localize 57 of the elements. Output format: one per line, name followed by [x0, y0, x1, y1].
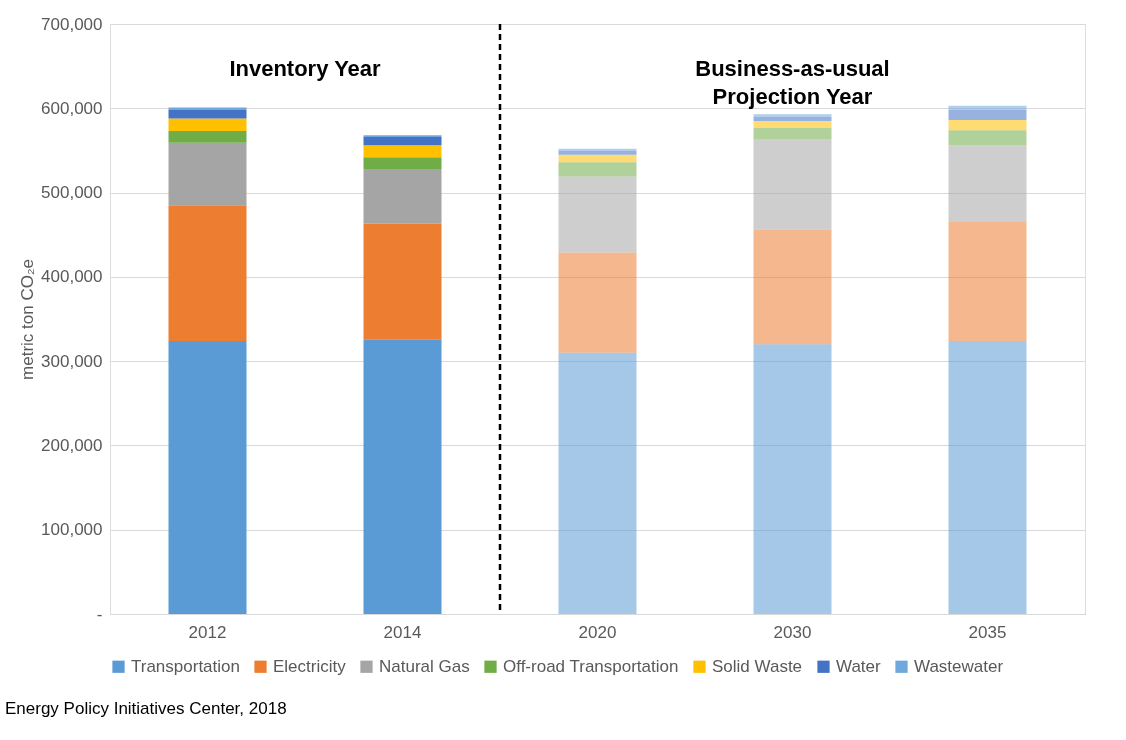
bar [168, 131, 247, 143]
bar [168, 340, 247, 614]
bar [168, 109, 247, 119]
bar [363, 339, 442, 614]
y-tick-label: 500,000 [41, 183, 103, 203]
legend-label: Electricity [273, 656, 347, 676]
bar [948, 109, 1027, 121]
text: Energy Policy Initiatives Center, 2018 [5, 699, 287, 718]
bar [363, 157, 442, 169]
y-tick-label: 600,000 [41, 98, 103, 118]
y-tick-label: 200,000 [41, 435, 103, 455]
bar [558, 150, 637, 155]
y-tick-label: 700,000 [41, 14, 103, 34]
bar [168, 142, 247, 206]
bar [168, 118, 247, 132]
bar [363, 168, 442, 224]
y-axis-title: metric ton CO₂e [18, 259, 38, 380]
bar [948, 130, 1027, 146]
bar [363, 223, 442, 340]
bar [363, 145, 442, 158]
x-tick-label: 2030 [773, 622, 812, 642]
bar [558, 176, 637, 253]
bar [558, 252, 637, 353]
annotation: Business-as-usual Projection Year [695, 56, 890, 109]
legend-label: Solid Waste [712, 656, 803, 676]
y-tick-label: 400,000 [41, 267, 103, 287]
bar [558, 154, 637, 163]
x-tick-label: 2035 [968, 622, 1007, 642]
legend-label: Wastewater [914, 656, 1004, 676]
y-tick-label: 300,000 [41, 351, 103, 371]
bar [558, 352, 637, 614]
bar [753, 120, 832, 128]
legend-label: Water [836, 656, 882, 676]
x-tick-label: 2014 [383, 622, 422, 642]
bar [753, 139, 832, 230]
legend-label: Natural Gas [379, 656, 470, 676]
x-tick-label: 2012 [188, 622, 227, 642]
bar [753, 344, 832, 614]
bar [948, 105, 1027, 110]
bar [948, 145, 1027, 223]
y-tick-label: 100,000 [41, 520, 103, 540]
bar [948, 222, 1027, 341]
bar [753, 229, 832, 345]
bar [168, 205, 247, 341]
y-tick-label: - [96, 604, 103, 624]
bar [948, 340, 1027, 614]
legend-label: Off-road Transportation [503, 656, 679, 676]
bar [558, 162, 637, 177]
annotation: Inventory Year [229, 56, 382, 81]
bar [363, 136, 442, 146]
bar [948, 120, 1027, 131]
bar [753, 116, 832, 121]
bar [168, 107, 247, 110]
bar [753, 114, 832, 117]
bar [753, 127, 832, 140]
legend-label: Transportation [131, 656, 240, 676]
x-tick-label: 2020 [578, 622, 617, 642]
